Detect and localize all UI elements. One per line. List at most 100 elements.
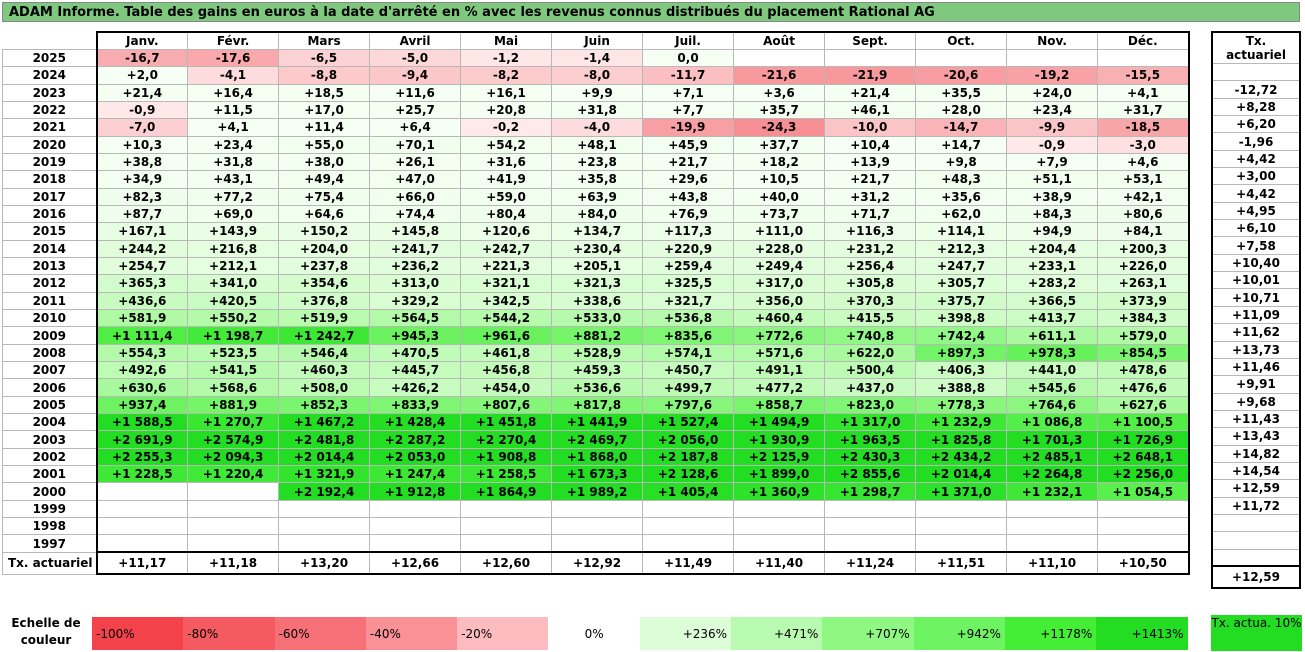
gain-cell: +23,4	[1006, 100, 1099, 120]
gain-cell: +11,4	[278, 118, 371, 137]
year-label: 2003	[1, 430, 98, 449]
gain-cell: +35,7	[733, 100, 826, 120]
gain-cell: +6,4	[369, 118, 462, 137]
gain-cell	[187, 499, 280, 519]
year-label: 1998	[1, 517, 98, 536]
gain-cell: +579,0	[1097, 326, 1190, 345]
gain-cell: +2 014,4	[278, 447, 371, 467]
gain-cell: +23,8	[551, 152, 644, 172]
legend-actuarial-swatch: Tx. actua. 10%	[1211, 615, 1302, 651]
gain-cell: +226,0	[1097, 256, 1190, 276]
gain-cell: +476,6	[1097, 378, 1190, 397]
gain-cell	[369, 534, 462, 554]
gain-cell: +764,6	[1006, 395, 1099, 415]
gain-cell: +460,3	[278, 361, 371, 380]
gain-cell	[824, 517, 917, 536]
month-header: Janv.	[95, 30, 189, 50]
gain-cell: +75,4	[278, 187, 371, 206]
gain-cell: +35,5	[915, 83, 1008, 102]
gain-cell: +321,7	[642, 291, 735, 311]
gain-cell: +247,7	[915, 256, 1008, 276]
gain-cell: +1 701,3	[1006, 430, 1099, 449]
gain-cell: +66,0	[369, 187, 462, 206]
act-cell: +4,95	[1211, 201, 1301, 221]
gain-cell: -15,5	[1097, 66, 1190, 85]
gain-cell: +1 405,4	[642, 482, 735, 501]
act-row: +14,82	[1211, 444, 1301, 463]
gain-cell: +897,3	[915, 343, 1008, 363]
footer-cell: +11,24	[824, 551, 917, 576]
gain-cell: +1 270,7	[187, 413, 280, 432]
gain-cell	[642, 534, 735, 554]
gain-cell: +772,6	[733, 326, 826, 345]
gain-cell: +445,7	[369, 361, 462, 380]
legend-swatch: +1178%	[1004, 617, 1097, 650]
gain-cell: +94,9	[1006, 222, 1099, 241]
gain-cell: +236,2	[369, 256, 462, 276]
gain-cell: +1 908,8	[460, 447, 553, 467]
gain-cell: +80,6	[1097, 204, 1190, 224]
gain-cell	[915, 534, 1008, 554]
table-row: 2010 +581,9 +550,2 +519,9 +564,5 +544,2 +533,0…	[1, 308, 1190, 328]
footer-cell: +12,60	[460, 551, 553, 576]
gain-cell: +1 111,4	[95, 326, 189, 345]
gain-cell: +370,3	[824, 291, 917, 311]
gain-cell: +338,6	[551, 291, 644, 311]
gain-cell: -1,4	[551, 48, 644, 68]
act-row: +13,43	[1211, 427, 1301, 446]
act-row: +11,62	[1211, 323, 1301, 342]
table-row: 2000 +2 192,4 +1 912,8 +1 864,9 +1 989,2 +1 4…	[1, 482, 1190, 501]
gain-cell: +200,3	[1097, 239, 1190, 258]
act-cell	[1211, 548, 1301, 568]
table-row: 2006 +630,6 +568,6 +508,0 +426,2 +454,0 +536,6…	[1, 378, 1190, 397]
gain-cell: +1 232,9	[915, 413, 1008, 432]
footer-cell: +11,49	[642, 551, 735, 576]
table-row: 2016 +87,7 +69,0 +64,6 +74,4 +80,4 +84,0 +76,9 +…	[1, 204, 1190, 224]
gain-cell: +2 094,3	[187, 447, 280, 467]
gain-cell: +470,5	[369, 343, 462, 363]
gain-cell: +574,1	[642, 343, 735, 363]
gain-cell: +630,6	[95, 378, 189, 397]
gain-cell: +491,1	[733, 361, 826, 380]
gain-cell: +41,9	[460, 170, 553, 189]
gain-cell: +55,0	[278, 135, 371, 154]
gain-cell: +48,1	[551, 135, 644, 154]
gain-cell: +7,9	[1006, 152, 1099, 172]
gain-cell	[460, 517, 553, 536]
gain-cell: +2 481,8	[278, 430, 371, 449]
gain-cell: +415,5	[824, 308, 917, 328]
act-cell: +13,43	[1211, 427, 1301, 446]
gain-cell: +212,3	[915, 239, 1008, 258]
act-cell: +13,73	[1211, 340, 1301, 359]
act-row: +6,10	[1211, 219, 1301, 238]
gain-cell: +46,1	[824, 100, 917, 120]
gain-cell: +1 198,7	[187, 326, 280, 345]
gain-cell: +3,6	[733, 83, 826, 102]
gain-cell: +237,8	[278, 256, 371, 276]
footer-cell: +11,17	[95, 551, 189, 576]
footer-cell: +13,20	[278, 551, 371, 576]
act-row: +3,00	[1211, 167, 1301, 186]
legend-swatch: -100%	[92, 617, 184, 650]
legend-swatch: +471%	[731, 617, 823, 650]
year-label: 2002	[1, 447, 98, 467]
gain-cell: +4,1	[187, 118, 280, 137]
gain-cell	[642, 499, 735, 519]
footer-cell: +11,10	[1006, 551, 1099, 576]
gain-cell: +441,0	[1006, 361, 1099, 380]
gain-cell	[915, 517, 1008, 536]
act-cell: +10,01	[1211, 271, 1301, 290]
gain-cell: +881,9	[187, 395, 280, 415]
gain-cell: +31,8	[551, 100, 644, 120]
gain-cell: +54,2	[460, 135, 553, 154]
gain-cell: +11,5	[187, 100, 280, 120]
gain-cell: +305,8	[824, 274, 917, 293]
gain-cell: +2 691,9	[95, 430, 189, 449]
footer-cell: +11,40	[733, 551, 826, 576]
month-header: Sept.	[824, 30, 917, 50]
gain-cell: +454,0	[460, 378, 553, 397]
month-header: Mai	[460, 30, 553, 50]
gain-cell: +1 930,9	[733, 430, 826, 449]
gain-cell: +1 825,8	[915, 430, 1008, 449]
act-row: +9,68	[1211, 392, 1301, 411]
